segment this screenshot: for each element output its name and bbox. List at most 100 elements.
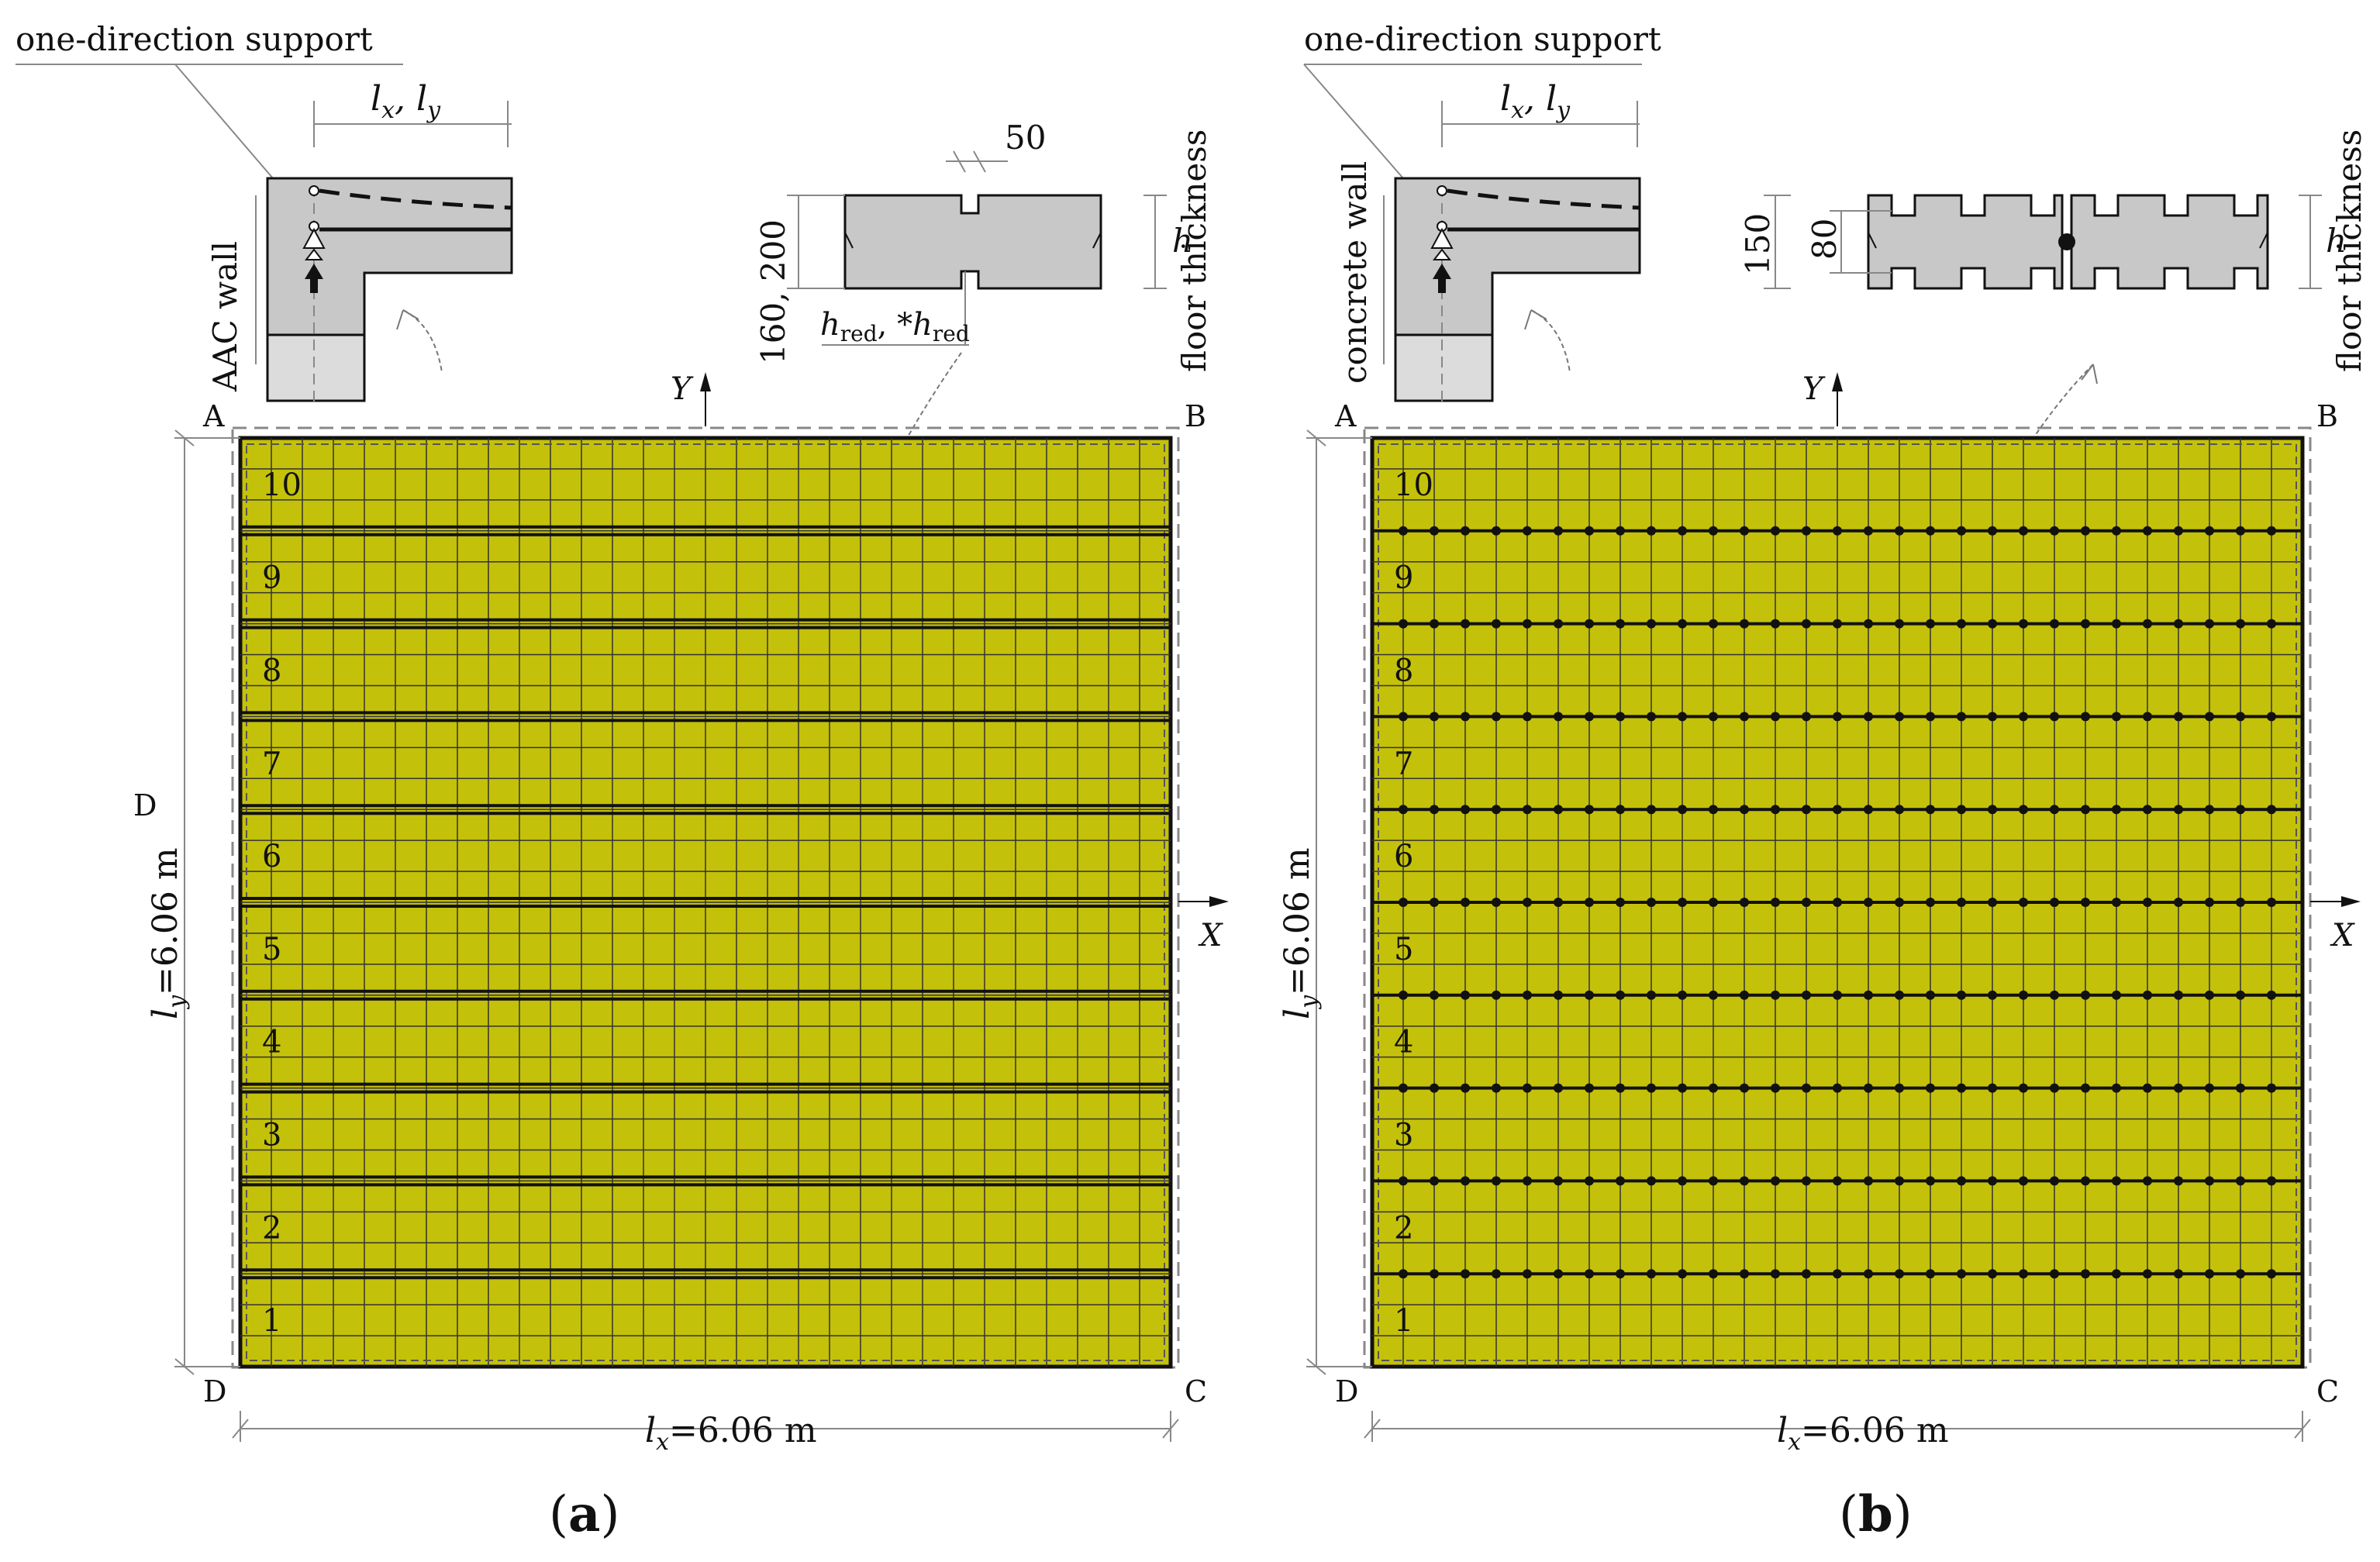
hinge-node	[1771, 805, 1780, 815]
hinge-node	[2174, 990, 2183, 1000]
corner-a-A: A	[202, 399, 225, 433]
hinge-node	[1833, 990, 1842, 1000]
strip-number: 7	[1394, 746, 1413, 781]
hinge-node	[1585, 526, 1594, 536]
hinge-node	[1771, 526, 1780, 536]
hinge-node	[1461, 619, 1470, 629]
hinge-node	[1678, 1269, 1687, 1279]
hinge-node	[1399, 619, 1408, 629]
hinge-node	[1802, 712, 1811, 722]
hinge-node	[1926, 1176, 1935, 1186]
hinge-node	[1771, 712, 1780, 722]
hinge-node	[1554, 1269, 1563, 1279]
hinge-node	[2174, 712, 2183, 722]
hinge-node	[1802, 619, 1811, 629]
hinge-node	[1554, 712, 1563, 722]
hinge-node	[1771, 1269, 1780, 1279]
hinge-node	[1585, 712, 1594, 722]
hinge-node	[1864, 805, 1873, 815]
support-title-b: one-direction support	[1304, 20, 1661, 58]
hinge-node	[2019, 990, 2028, 1000]
hinge-node	[2019, 712, 2028, 722]
hinge-node	[1461, 1083, 1470, 1093]
strip-number: 10	[1394, 467, 1433, 503]
hinge-node	[2174, 526, 2183, 536]
hinge-node	[1647, 712, 1656, 722]
hinge-node	[2143, 990, 2152, 1000]
strip-number: 10	[262, 467, 302, 503]
hinge-node	[1647, 805, 1656, 815]
axis-y-b: Y	[1802, 371, 1826, 407]
hinge-node	[1647, 898, 1656, 907]
hinge-node	[1864, 619, 1873, 629]
caption-a: (a)	[549, 1485, 619, 1543]
strip-number: 3	[262, 1118, 281, 1153]
hinge-node	[1895, 526, 1904, 536]
h-label-b: h	[2326, 222, 2347, 260]
strip-number: 5	[1394, 932, 1413, 967]
hinge-node	[2205, 619, 2214, 629]
hinge-node	[1647, 1083, 1656, 1093]
corner-b-D: D	[1335, 1374, 1358, 1409]
hinge-node	[1833, 712, 1842, 722]
hinge-node	[1802, 990, 1811, 1000]
hinge-node	[2236, 526, 2245, 536]
hinge-node	[1492, 1176, 1501, 1186]
hinge-node	[1523, 1083, 1532, 1093]
floor-thickness-b: floor thickness	[2330, 129, 2368, 372]
hinge-node	[1430, 805, 1439, 815]
hinge-node	[1740, 1176, 1749, 1186]
axis-x-a: X	[1198, 918, 1223, 953]
hinge-node	[1492, 990, 1501, 1000]
hinge-node	[1957, 990, 1966, 1000]
hinge-node	[1523, 898, 1532, 907]
strip-number: 6	[262, 839, 281, 874]
strip-joints-b	[1372, 526, 2302, 1279]
hinge-node	[1926, 619, 1935, 629]
hinge-node	[1554, 898, 1563, 907]
hinge-node	[2205, 805, 2214, 815]
hinge-node	[2050, 1083, 2059, 1093]
hinge-node	[1585, 1176, 1594, 1186]
panel-b: one-direction support lx, ly concrete wa…	[1278, 20, 2368, 1543]
hinge-node	[2174, 619, 2183, 629]
hinge-node	[1988, 1176, 1997, 1186]
hinge-node	[2019, 619, 2028, 629]
strip-number: 8	[262, 653, 281, 689]
hinge-node	[1771, 898, 1780, 907]
hinge-node	[1802, 526, 1811, 536]
hinge-node	[1802, 1176, 1811, 1186]
hinge-node	[1895, 1083, 1904, 1093]
hinge-node	[1895, 712, 1904, 722]
inner-boundary	[1378, 443, 2297, 1361]
hinge-node	[2081, 1176, 2090, 1186]
strip-number: 1	[262, 1303, 281, 1339]
hinge-node	[1647, 1176, 1656, 1186]
dim-outer-b: 150	[1739, 213, 1777, 275]
hinge-node	[2205, 1176, 2214, 1186]
mesh-grid-a	[240, 438, 1171, 1367]
hinge-node	[1864, 1083, 1873, 1093]
caption-b: (b)	[1839, 1485, 1913, 1543]
hinge-node	[1678, 526, 1687, 536]
hinge-node	[2050, 990, 2059, 1000]
hinge-node	[2267, 805, 2276, 815]
strip-number: 3	[1394, 1118, 1413, 1153]
hinge-node	[1616, 805, 1625, 815]
hinge-node	[1957, 805, 1966, 815]
strip-number: 4	[262, 1025, 281, 1060]
hinge-node	[2112, 619, 2121, 629]
hinge-node	[1399, 1269, 1408, 1279]
hinge-node	[2050, 1269, 2059, 1279]
hinge-node	[1492, 898, 1501, 907]
hinge-node	[1740, 526, 1749, 536]
hinge-node	[1678, 619, 1687, 629]
hinge-node	[1988, 1083, 1997, 1093]
hinge-node	[1399, 990, 1408, 1000]
dim-top-a: 50	[1005, 119, 1046, 157]
ly-dimension-b: ly=6.06 m	[1278, 847, 1323, 1019]
hinge-node	[2019, 1176, 2028, 1186]
hinge-node	[2174, 805, 2183, 815]
hinge-node	[1523, 1176, 1532, 1186]
